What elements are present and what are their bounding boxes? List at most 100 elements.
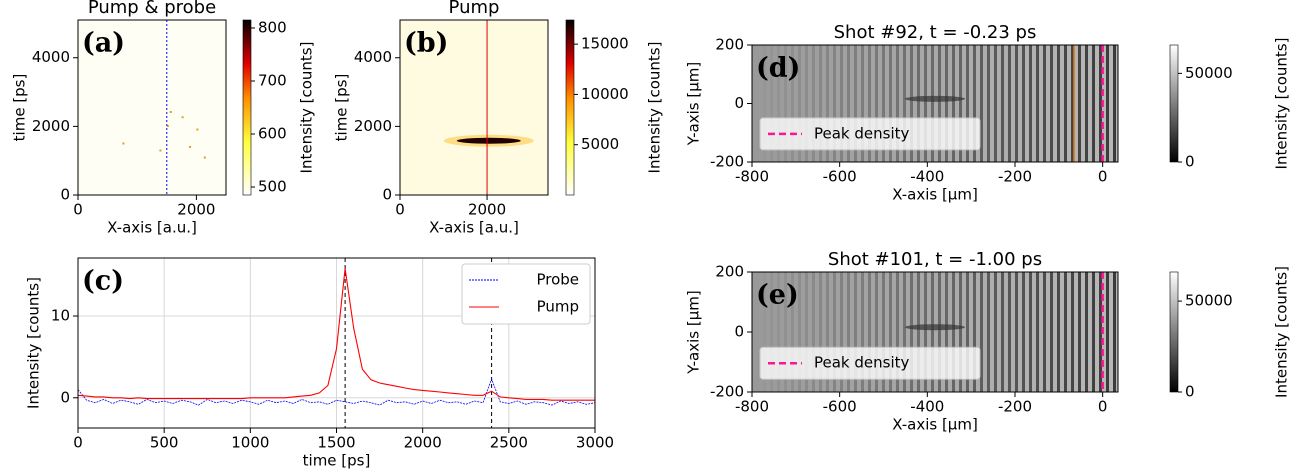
- x-tick-label: -600: [823, 398, 857, 416]
- x-tick-label: 0: [1098, 168, 1108, 186]
- colorbar-label: Intensity [counts]: [646, 42, 664, 174]
- y-tick-label: 0: [734, 323, 744, 341]
- y-axis-label: Intensity [counts]: [25, 277, 43, 409]
- x-tick-label: -400: [910, 168, 944, 186]
- x-tick-label: 3000: [576, 434, 614, 452]
- series-line: [77, 377, 596, 406]
- legend-box: [461, 263, 591, 325]
- axes-frame: [751, 44, 1119, 163]
- panel-label: (d): [756, 53, 800, 84]
- y-axis-label: Y-axis [µm]: [685, 290, 703, 374]
- axes-frame: [77, 257, 596, 429]
- x-tick-label: 1500: [317, 434, 355, 452]
- y-tick-label: -200: [710, 153, 744, 171]
- heatmap-speck: [166, 125, 169, 127]
- y-tick-label: 0: [734, 94, 744, 112]
- x-tick-label: 0: [73, 201, 83, 219]
- y-tick-label: 10: [51, 307, 70, 325]
- series-line: [77, 268, 595, 401]
- colorbar: [1169, 271, 1179, 393]
- x-axis-label: X-axis [µm]: [892, 416, 978, 434]
- heatmap-speck: [203, 156, 206, 159]
- colorbar-tick-label: 0: [1185, 153, 1195, 171]
- colorbar-tick-label: 5000: [581, 135, 619, 153]
- heatmap-speck: [169, 111, 172, 113]
- axes-frame: [399, 19, 549, 196]
- axes-frame: [77, 19, 227, 196]
- y-axis-label: time [ps]: [11, 74, 29, 142]
- heatmap-peak: [456, 137, 521, 144]
- heatmap-image: [78, 20, 226, 195]
- x-tick-label: 2000: [468, 201, 506, 219]
- heatmap-image: [400, 20, 548, 195]
- x-tick-label: 0: [73, 434, 83, 452]
- y-tick-label: 200: [715, 36, 744, 54]
- colorbar: [565, 19, 575, 196]
- x-axis-label: time [ps]: [303, 452, 371, 470]
- y-axis-label: Y-axis [µm]: [685, 62, 703, 146]
- panel-label: (e): [756, 280, 799, 311]
- heatmap-speck: [122, 142, 125, 145]
- colorbar: [1169, 44, 1179, 163]
- legend-box: [759, 346, 981, 380]
- x-tick-label: 2500: [490, 434, 528, 452]
- y-tick-label: 0: [60, 186, 70, 204]
- axes-frame: [751, 271, 1119, 393]
- x-axis-label: X-axis [a.u.]: [429, 219, 519, 237]
- y-tick-label: 4000: [354, 48, 392, 66]
- x-axis-label: X-axis [µm]: [892, 186, 978, 204]
- chart-title: Pump: [449, 0, 500, 18]
- y-tick-label: 0: [60, 388, 70, 406]
- x-axis-label: X-axis [a.u.]: [107, 219, 197, 237]
- colorbar-tick-label: 800: [258, 18, 287, 36]
- heatmap-speck: [189, 146, 191, 148]
- legend-label: Peak density: [814, 354, 910, 372]
- heatmap-speck: [196, 128, 199, 131]
- panel-label: (b): [404, 28, 448, 59]
- legend-label: Peak density: [814, 124, 910, 142]
- image-feature: [905, 324, 965, 331]
- colorbar-label: Intensity [counts]: [298, 42, 316, 174]
- chart-title: Shot #92, t = -0.23 ps: [834, 22, 1037, 43]
- y-tick-label: -200: [710, 383, 744, 401]
- colorbar: [242, 19, 252, 196]
- x-tick-label: 1000: [231, 434, 269, 452]
- x-tick-label: 2000: [177, 201, 215, 219]
- panel-label: (a): [82, 28, 125, 59]
- colorbar-tick-label: 50000: [1185, 64, 1233, 82]
- x-tick-label: 0: [395, 201, 405, 219]
- colorbar-tick-label: 15000: [581, 35, 629, 53]
- y-tick-label: 4000: [32, 48, 70, 66]
- chart-title: Pump & probe: [88, 0, 216, 18]
- colorbar-tick-label: 50000: [1185, 292, 1233, 310]
- legend-label: Probe: [536, 271, 579, 289]
- colorbar-label: Intensity [counts]: [1273, 38, 1291, 170]
- y-tick-label: 2000: [354, 117, 392, 135]
- x-tick-label: -800: [735, 168, 769, 186]
- x-tick-label: -200: [998, 168, 1032, 186]
- colorbar-tick-label: 10000: [581, 85, 629, 103]
- colorbar-tick-label: 600: [258, 125, 287, 143]
- colorbar-tick-label: 0: [1185, 383, 1195, 401]
- x-tick-label: 500: [150, 434, 179, 452]
- y-tick-label: 2000: [32, 117, 70, 135]
- y-tick-label: 200: [715, 263, 744, 281]
- y-tick-label: 0: [382, 186, 392, 204]
- x-tick-label: 0: [1098, 398, 1108, 416]
- image-feature: [905, 95, 965, 102]
- heatmap-speck: [159, 149, 162, 152]
- colorbar-label: Intensity [counts]: [1273, 266, 1291, 398]
- y-axis-label: time [ps]: [333, 74, 351, 142]
- panel-label: (c): [82, 266, 124, 297]
- x-tick-label: -800: [735, 398, 769, 416]
- colorbar-tick-label: 700: [258, 71, 287, 89]
- x-tick-label: -200: [998, 398, 1032, 416]
- legend-box: [759, 117, 981, 151]
- x-tick-label: 2000: [404, 434, 442, 452]
- legend-label: Pump: [537, 298, 579, 316]
- chart-title: Shot #101, t = -1.00 ps: [828, 249, 1042, 270]
- heatmap-speck: [181, 116, 184, 119]
- colorbar-tick-label: 500: [258, 178, 287, 196]
- x-tick-label: -600: [823, 168, 857, 186]
